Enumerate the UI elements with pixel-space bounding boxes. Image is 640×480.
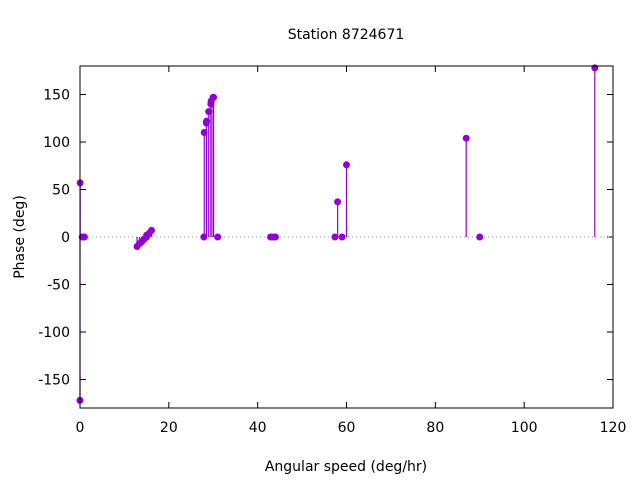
data-point	[210, 93, 218, 101]
y-tick-label: 0	[61, 230, 70, 246]
y-tick-label: -100	[38, 325, 70, 341]
x-tick-label: 100	[511, 420, 538, 436]
x-tick-label: 20	[160, 420, 178, 436]
data-point	[271, 233, 279, 241]
x-tick-label: 0	[76, 420, 85, 436]
y-axis-label: Phase (deg)	[12, 195, 28, 279]
chart-title: Station 8724671	[288, 27, 405, 43]
x-tick-label: 120	[600, 420, 627, 436]
data-point	[148, 226, 156, 234]
x-axis-label: Angular speed (deg/hr)	[265, 459, 427, 475]
data-point	[462, 134, 470, 142]
y-tick-label: 50	[52, 183, 70, 199]
y-tick-label: -150	[38, 373, 70, 389]
y-tick-label: -50	[47, 278, 70, 294]
data-point	[80, 233, 88, 241]
x-tick-label: 40	[249, 420, 267, 436]
data-point	[476, 233, 484, 241]
data-point	[591, 64, 599, 72]
y-tick-label: 150	[43, 88, 70, 104]
plot-frame	[79, 65, 614, 409]
data-point	[214, 233, 222, 241]
data-point	[334, 198, 342, 206]
x-tick-label: 60	[338, 420, 356, 436]
data-point	[343, 161, 350, 169]
x-tick-label: 80	[426, 420, 444, 436]
y-tick-label: 100	[43, 135, 70, 151]
data-point	[331, 233, 339, 241]
data-point	[338, 233, 346, 241]
